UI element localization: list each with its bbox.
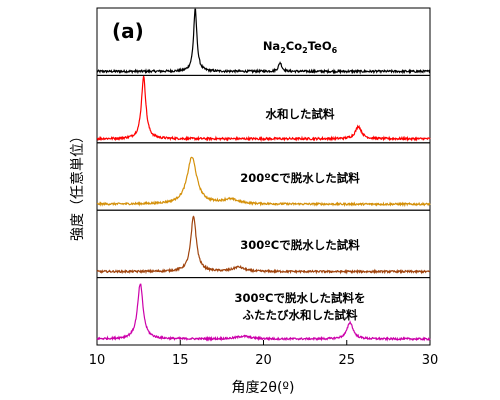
series-label: Na2​Co2​TeO6​ [263,39,338,55]
panel-label: (a) [112,19,144,43]
series-label: 300ºCで脱水した試料 [240,238,360,252]
series-line [96,8,431,75]
series-label: 200ºCで脱水した試料 [240,171,360,185]
series-line [96,75,431,143]
series-line [96,283,431,342]
x-tick-label: 10 [89,353,106,368]
series-line [96,156,431,208]
series-label: ふたたび水和した試料 [243,308,358,322]
series-label: 300ºCで脱水した試料を [235,291,366,305]
series-line [96,215,431,275]
panels-group: Na2​Co2​TeO6​ 水和した試料 200ºCで脱水した試料 300ºCで脱水し… [96,7,431,346]
x-axis-title: 角度2θ(º) [232,380,295,396]
x-tick-label: 25 [338,353,355,368]
x-tick-label: 15 [172,353,189,368]
x-ticks-group: 10 15 20 25 30 [89,340,439,368]
x-tick-label: 30 [422,353,439,368]
y-axis-title: 強度（任意単位） [69,129,86,241]
x-tick-label: 20 [255,353,272,368]
series-label: 水和した試料 [266,107,335,121]
